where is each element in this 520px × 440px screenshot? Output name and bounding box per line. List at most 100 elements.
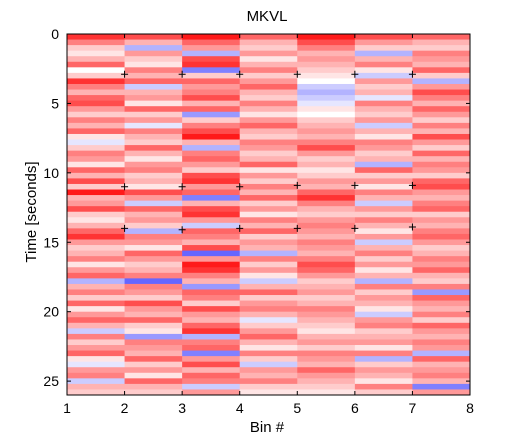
heatmap-cell bbox=[354, 106, 413, 113]
x-tick-label: 6 bbox=[351, 400, 359, 416]
heatmap-cell bbox=[239, 156, 298, 163]
heatmap-cell bbox=[182, 133, 241, 141]
heatmap-cell bbox=[354, 56, 413, 63]
heatmap-cell bbox=[354, 50, 413, 57]
heatmap-cell bbox=[182, 34, 241, 41]
x-tick-label: 3 bbox=[178, 400, 186, 416]
event-marker bbox=[408, 70, 416, 78]
heatmap-cell bbox=[182, 122, 241, 129]
heatmap-cell bbox=[412, 172, 471, 179]
heatmap-cell bbox=[412, 72, 471, 79]
heatmap-cell bbox=[67, 233, 126, 240]
heatmap-cell bbox=[354, 233, 413, 240]
heatmap-cell bbox=[182, 283, 241, 290]
heatmap-cell bbox=[412, 161, 471, 168]
heatmap-cell bbox=[182, 322, 241, 329]
heatmap-cell bbox=[412, 195, 471, 202]
heatmap-cell bbox=[354, 300, 413, 307]
heatmap-cell bbox=[297, 172, 356, 179]
heatmap-cell bbox=[67, 283, 126, 290]
heatmap-cell bbox=[182, 289, 241, 296]
heatmap-cell bbox=[297, 339, 356, 346]
heatmap-cell bbox=[124, 250, 183, 257]
heatmap-cell bbox=[124, 317, 183, 324]
heatmap-cell bbox=[67, 34, 126, 41]
heatmap-cell bbox=[412, 389, 471, 396]
event-marker bbox=[293, 70, 301, 78]
heatmap-cell bbox=[412, 383, 471, 390]
heatmap-cell bbox=[412, 67, 471, 74]
heatmap-cell bbox=[297, 83, 356, 91]
heatmap-cell bbox=[297, 167, 356, 174]
heatmap-cell bbox=[354, 183, 413, 191]
heatmap-cell bbox=[297, 100, 356, 107]
heatmap-cell bbox=[182, 183, 241, 191]
chart-title: MKVL bbox=[247, 8, 288, 25]
heatmap-cell bbox=[124, 178, 183, 185]
heatmap-cell bbox=[297, 372, 356, 379]
heatmap-cell bbox=[297, 217, 356, 224]
heatmap-cell bbox=[182, 356, 241, 363]
heatmap-cell bbox=[124, 339, 183, 346]
heatmap-cell bbox=[239, 233, 298, 240]
heatmap-cell bbox=[297, 78, 356, 85]
heatmap-cell bbox=[124, 289, 183, 296]
heatmap-cell bbox=[67, 50, 126, 57]
heatmap-cell bbox=[354, 195, 413, 202]
heatmap-cell bbox=[67, 95, 126, 102]
heatmap-cell bbox=[412, 39, 471, 46]
heatmap-cell bbox=[182, 339, 241, 346]
heatmap-cell bbox=[412, 167, 471, 174]
heatmap-cell bbox=[412, 295, 471, 302]
heatmap-cell bbox=[67, 111, 126, 118]
heatmap-cell bbox=[182, 111, 241, 118]
heatmap-cell bbox=[239, 345, 298, 352]
event-marker bbox=[178, 70, 186, 78]
y-tick-label: 20 bbox=[43, 304, 59, 320]
heatmap-cell bbox=[412, 45, 471, 52]
heatmap-cell bbox=[239, 328, 298, 335]
heatmap-cell bbox=[182, 228, 241, 235]
heatmap-cell bbox=[182, 311, 241, 318]
heatmap-cell bbox=[354, 283, 413, 290]
heatmap-cell bbox=[124, 34, 183, 41]
heatmap-cell bbox=[182, 45, 241, 52]
heatmap-cell bbox=[124, 200, 183, 207]
heatmap-cell bbox=[182, 100, 241, 107]
heatmap-cell bbox=[67, 300, 126, 307]
heatmap-cell bbox=[182, 272, 241, 279]
heatmap-cell bbox=[239, 117, 298, 124]
heatmap-cell bbox=[124, 272, 183, 279]
heatmap-cell bbox=[67, 383, 126, 390]
heatmap-cell bbox=[182, 383, 241, 390]
event-marker bbox=[351, 181, 359, 189]
heatmap-cell bbox=[412, 239, 471, 246]
heatmap-cell bbox=[354, 367, 413, 374]
heatmap-cell bbox=[239, 45, 298, 52]
heatmap-cell bbox=[239, 95, 298, 102]
heatmap-cell bbox=[67, 39, 126, 46]
heatmap-cell bbox=[124, 100, 183, 107]
x-tick-label: 7 bbox=[409, 400, 417, 416]
heatmap-cell bbox=[67, 350, 126, 357]
heatmap-cell bbox=[412, 211, 471, 218]
heatmap-cell bbox=[124, 361, 183, 368]
heatmap-cell bbox=[182, 139, 241, 146]
heatmap-cell bbox=[354, 256, 413, 263]
heatmap-cell bbox=[354, 139, 413, 146]
heatmap-cell bbox=[124, 261, 183, 268]
heatmap-cell bbox=[124, 139, 183, 146]
heatmap-cell bbox=[297, 228, 356, 235]
heatmap-cell bbox=[297, 106, 356, 113]
heatmap-cell bbox=[412, 61, 471, 68]
heatmap-cell bbox=[354, 372, 413, 379]
heatmap-cell bbox=[124, 39, 183, 46]
heatmap-cell bbox=[124, 83, 183, 91]
heatmap-cell bbox=[412, 267, 471, 274]
heatmap-cell bbox=[354, 189, 413, 196]
heatmap-cell bbox=[354, 261, 413, 268]
heatmap-cell bbox=[239, 283, 298, 290]
heatmap-cell bbox=[182, 261, 241, 268]
heatmap-cell bbox=[239, 250, 298, 257]
heatmap-cell bbox=[354, 378, 413, 385]
